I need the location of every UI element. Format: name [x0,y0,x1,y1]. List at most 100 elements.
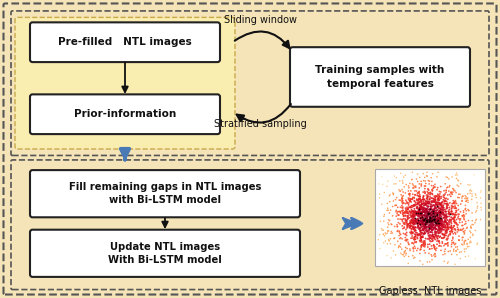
Point [423,225,431,230]
Point [410,203,418,207]
Point [446,201,454,205]
Point [383,253,391,258]
Point [403,246,411,251]
Point [430,203,438,208]
Point [442,241,450,246]
Point [398,219,406,224]
Point [432,231,440,235]
Point [392,214,400,218]
Point [386,192,394,197]
Point [443,222,451,227]
Point [426,215,434,220]
Point [414,232,422,237]
Point [420,229,428,234]
Point [464,200,472,205]
Point [433,217,441,221]
Point [430,217,438,221]
Point [394,228,402,233]
Point [430,203,438,207]
Point [444,203,452,208]
Point [443,236,451,241]
Point [420,213,428,218]
Point [415,199,423,204]
Point [466,240,474,245]
Point [431,246,439,251]
Point [415,221,423,226]
Point [410,218,418,223]
Point [442,205,450,210]
Point [434,205,442,209]
Point [394,217,402,221]
Point [422,229,430,234]
Point [442,206,450,211]
Point [436,243,444,248]
Point [408,203,416,208]
Point [412,246,420,251]
Point [442,188,450,193]
Point [406,199,414,204]
Point [416,212,424,216]
Point [458,228,466,233]
Point [444,233,452,238]
Point [410,226,418,231]
Point [411,188,419,193]
Point [378,174,386,179]
Point [436,214,444,218]
Point [420,209,428,214]
Point [443,204,451,209]
Point [416,258,424,263]
Point [429,218,437,222]
Point [414,204,422,209]
Point [423,214,431,218]
Point [412,197,420,202]
Point [431,237,439,242]
Point [436,212,444,216]
Point [462,194,470,199]
Point [443,185,451,190]
Point [404,216,411,221]
Point [406,192,413,196]
Point [432,212,440,217]
Point [440,199,448,204]
Point [418,238,426,243]
Point [438,219,446,224]
Point [428,239,436,243]
Point [380,219,388,224]
Point [419,262,427,267]
Point [420,197,428,202]
Point [446,225,454,230]
Point [432,219,440,224]
Point [416,214,424,218]
Point [464,207,472,212]
Point [429,218,437,223]
Point [432,205,440,210]
Point [416,211,424,216]
Point [438,222,446,227]
Point [448,186,456,191]
Point [449,235,457,240]
Point [450,223,458,228]
Point [426,230,434,235]
Point [455,195,463,200]
Point [466,191,474,195]
Point [450,199,458,204]
Text: Sliding window: Sliding window [224,15,296,25]
Point [440,193,448,198]
Point [420,184,428,188]
Point [424,199,432,204]
Point [448,229,456,233]
Point [416,203,424,207]
Point [424,195,432,200]
Point [452,245,460,249]
Point [428,234,436,239]
Point [396,198,404,203]
Point [417,235,425,240]
Point [424,178,432,183]
Point [416,210,424,215]
Point [432,220,440,225]
Point [418,202,426,207]
Point [394,239,402,244]
Point [414,224,422,229]
Point [456,250,464,254]
Point [431,206,439,211]
